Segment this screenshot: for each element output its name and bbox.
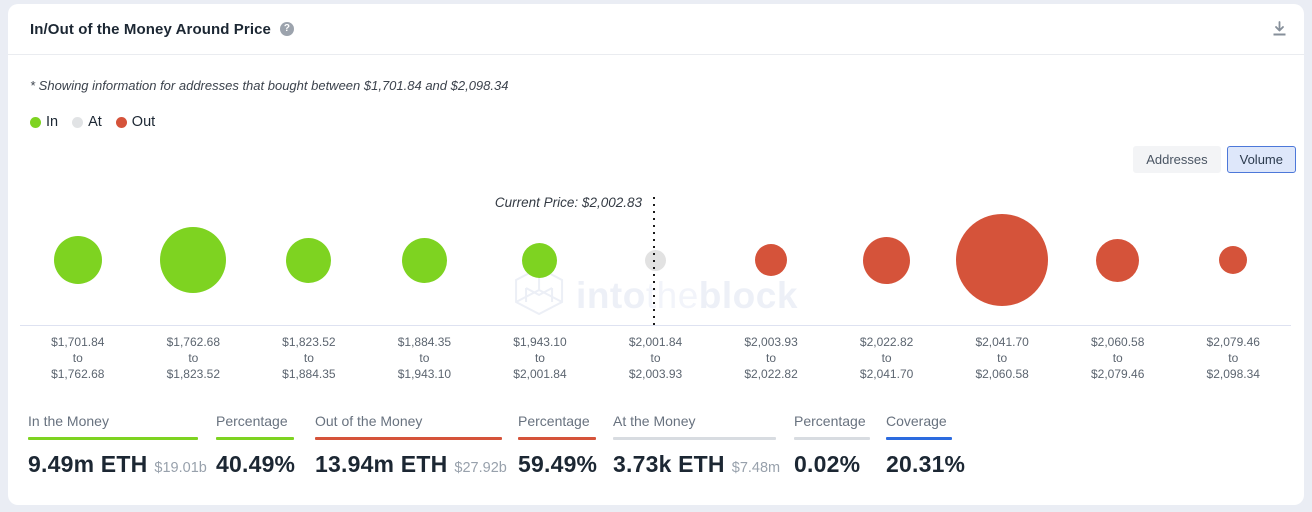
- summary-stats: In the Money 9.49m ETH $19.01b Percentage…: [8, 4, 1304, 505]
- stat-value: 13.94m ETH: [315, 451, 448, 477]
- x-axis-line: [20, 325, 1291, 326]
- legend-label-out: Out: [131, 114, 156, 130]
- stat-value: 3.73k ETH: [613, 451, 725, 477]
- current-price-dotted-line: [653, 197, 655, 330]
- price-bucket-col: [20, 190, 136, 330]
- x-axis-label: $2,022.82 to $2,041.70: [859, 335, 914, 381]
- x-axis-label: $1,943.10 to $2,001.84: [513, 335, 567, 381]
- stat-subvalue: $19.01b: [154, 460, 207, 476]
- card-header: In/Out of the Money Around Price ?: [8, 4, 1304, 55]
- legend: In At Out: [30, 114, 155, 130]
- page-title: In/Out of the Money Around Price: [30, 20, 271, 38]
- stat-label: Percentage: [216, 413, 288, 429]
- stat-accent-bar: [794, 437, 870, 440]
- stat-out-percentage: Percentage 59.49%: [518, 413, 598, 478]
- bubble-out-2041-2060[interactable]: [956, 214, 1049, 306]
- x-axis-label: $2,079.46 to $2,098.34: [1206, 335, 1260, 381]
- bubble-out-2022-2041[interactable]: [863, 236, 911, 284]
- stat-at-percentage: Percentage 0.02%: [794, 413, 870, 478]
- stat-label: Out of the Money: [315, 413, 423, 429]
- price-bucket-col: [944, 190, 1060, 330]
- stat-value: 59.49%: [518, 451, 598, 477]
- stat-in-percentage: Percentage 40.49%: [216, 413, 296, 478]
- download-icon[interactable]: [1271, 21, 1288, 37]
- legend-dot-out-icon: [115, 116, 127, 128]
- x-axis-label: $1,701.84 to $1,762.68: [51, 335, 105, 381]
- help-icon[interactable]: ?: [279, 22, 294, 36]
- price-bucket-col: [1175, 190, 1291, 330]
- stat-accent-bar: [518, 437, 596, 440]
- legend-item-in[interactable]: In: [30, 114, 58, 130]
- stat-value: 20.31%: [886, 451, 966, 477]
- bought-range-note: * Showing information for addresses that…: [30, 78, 509, 93]
- stat-label: Percentage: [518, 413, 590, 429]
- current-price-label: Current Price: $2,002.83: [494, 195, 642, 210]
- x-axis-label: $2,003.93 to $2,022.82: [744, 335, 798, 381]
- bubble-in-1823-1884[interactable]: [286, 237, 332, 283]
- price-bucket-col: [136, 190, 252, 330]
- price-bucket-col: [251, 190, 367, 330]
- x-axis-label: $2,001.84 to $2,003.93: [628, 335, 683, 381]
- stat-value: 9.49m ETH: [28, 451, 148, 477]
- stat-value: 0.02%: [794, 451, 861, 477]
- stat-label: Coverage: [886, 413, 947, 429]
- stat-label: At the Money: [613, 413, 696, 429]
- legend-dot-at-icon: [72, 116, 84, 128]
- price-bucket-col: [1060, 190, 1176, 330]
- x-axis-labels: $1,701.84 to $1,762.68 $1,762.68 to $1,823.5…: [20, 334, 1291, 382]
- legend-label-in: In: [46, 114, 59, 130]
- stat-coverage: Coverage 20.31%: [886, 413, 965, 478]
- bubble-at-2001-2003[interactable]: [645, 249, 666, 271]
- x-axis-label: $1,823.52 to $1,884.35: [282, 335, 336, 381]
- stat-at-the-money: At the Money 3.73k ETH $7.48m: [613, 413, 780, 478]
- legend-label-at: At: [88, 114, 102, 130]
- stat-label: In the Money: [28, 413, 109, 429]
- stat-accent-bar: [315, 437, 502, 440]
- stat-subvalue: $7.48m: [731, 460, 781, 476]
- stat-accent-bar: [886, 437, 952, 440]
- x-axis-label: $1,762.68 to $1,823.52: [166, 335, 221, 381]
- stat-out-of-the-money: Out of the Money 13.94m ETH $27.92b: [315, 413, 507, 478]
- stat-value: 40.49%: [216, 451, 296, 477]
- stat-in-the-money: In the Money 9.49m ETH $19.01b: [28, 413, 207, 478]
- volume-button[interactable]: Volume: [1226, 146, 1296, 173]
- price-bucket-col: [713, 190, 829, 330]
- bubble-in-1884-1943[interactable]: [401, 237, 447, 283]
- legend-item-at[interactable]: At: [72, 114, 102, 130]
- stat-label: Percentage: [794, 413, 866, 429]
- stat-accent-bar: [28, 437, 198, 440]
- bubble-out-2003-2022[interactable]: [755, 244, 788, 276]
- stat-subvalue: $27.92b: [454, 460, 507, 476]
- x-axis-label: $2,041.70 to $2,060.58: [975, 335, 1029, 381]
- price-bucket-col: [598, 190, 714, 330]
- x-axis-label: $1,884.35 to $1,943.10: [397, 335, 452, 381]
- bubble-out-2079-2098[interactable]: [1219, 246, 1248, 274]
- bubble-out-2060-2079[interactable]: [1096, 238, 1140, 282]
- price-bucket-col: [482, 190, 598, 330]
- stat-accent-bar: [216, 437, 294, 440]
- bubble-in-1701-1762[interactable]: [53, 236, 102, 284]
- addresses-volume-toggle: Addresses Volume: [1133, 146, 1296, 173]
- bubble-chart: [20, 190, 1291, 330]
- addresses-button[interactable]: Addresses: [1133, 146, 1221, 173]
- in-out-money-card: In/Out of the Money Around Price ? * Sho…: [8, 4, 1304, 505]
- stat-accent-bar: [613, 437, 776, 440]
- bubble-in-1762-1823[interactable]: [160, 227, 227, 293]
- x-axis-label: $2,060.58 to $2,079.46: [1091, 335, 1145, 381]
- price-bucket-col: [367, 190, 483, 330]
- legend-item-out[interactable]: Out: [115, 114, 156, 130]
- bubble-in-1943-2001[interactable]: [522, 242, 558, 278]
- legend-dot-in-icon: [30, 116, 41, 128]
- price-bucket-col: [829, 190, 945, 330]
